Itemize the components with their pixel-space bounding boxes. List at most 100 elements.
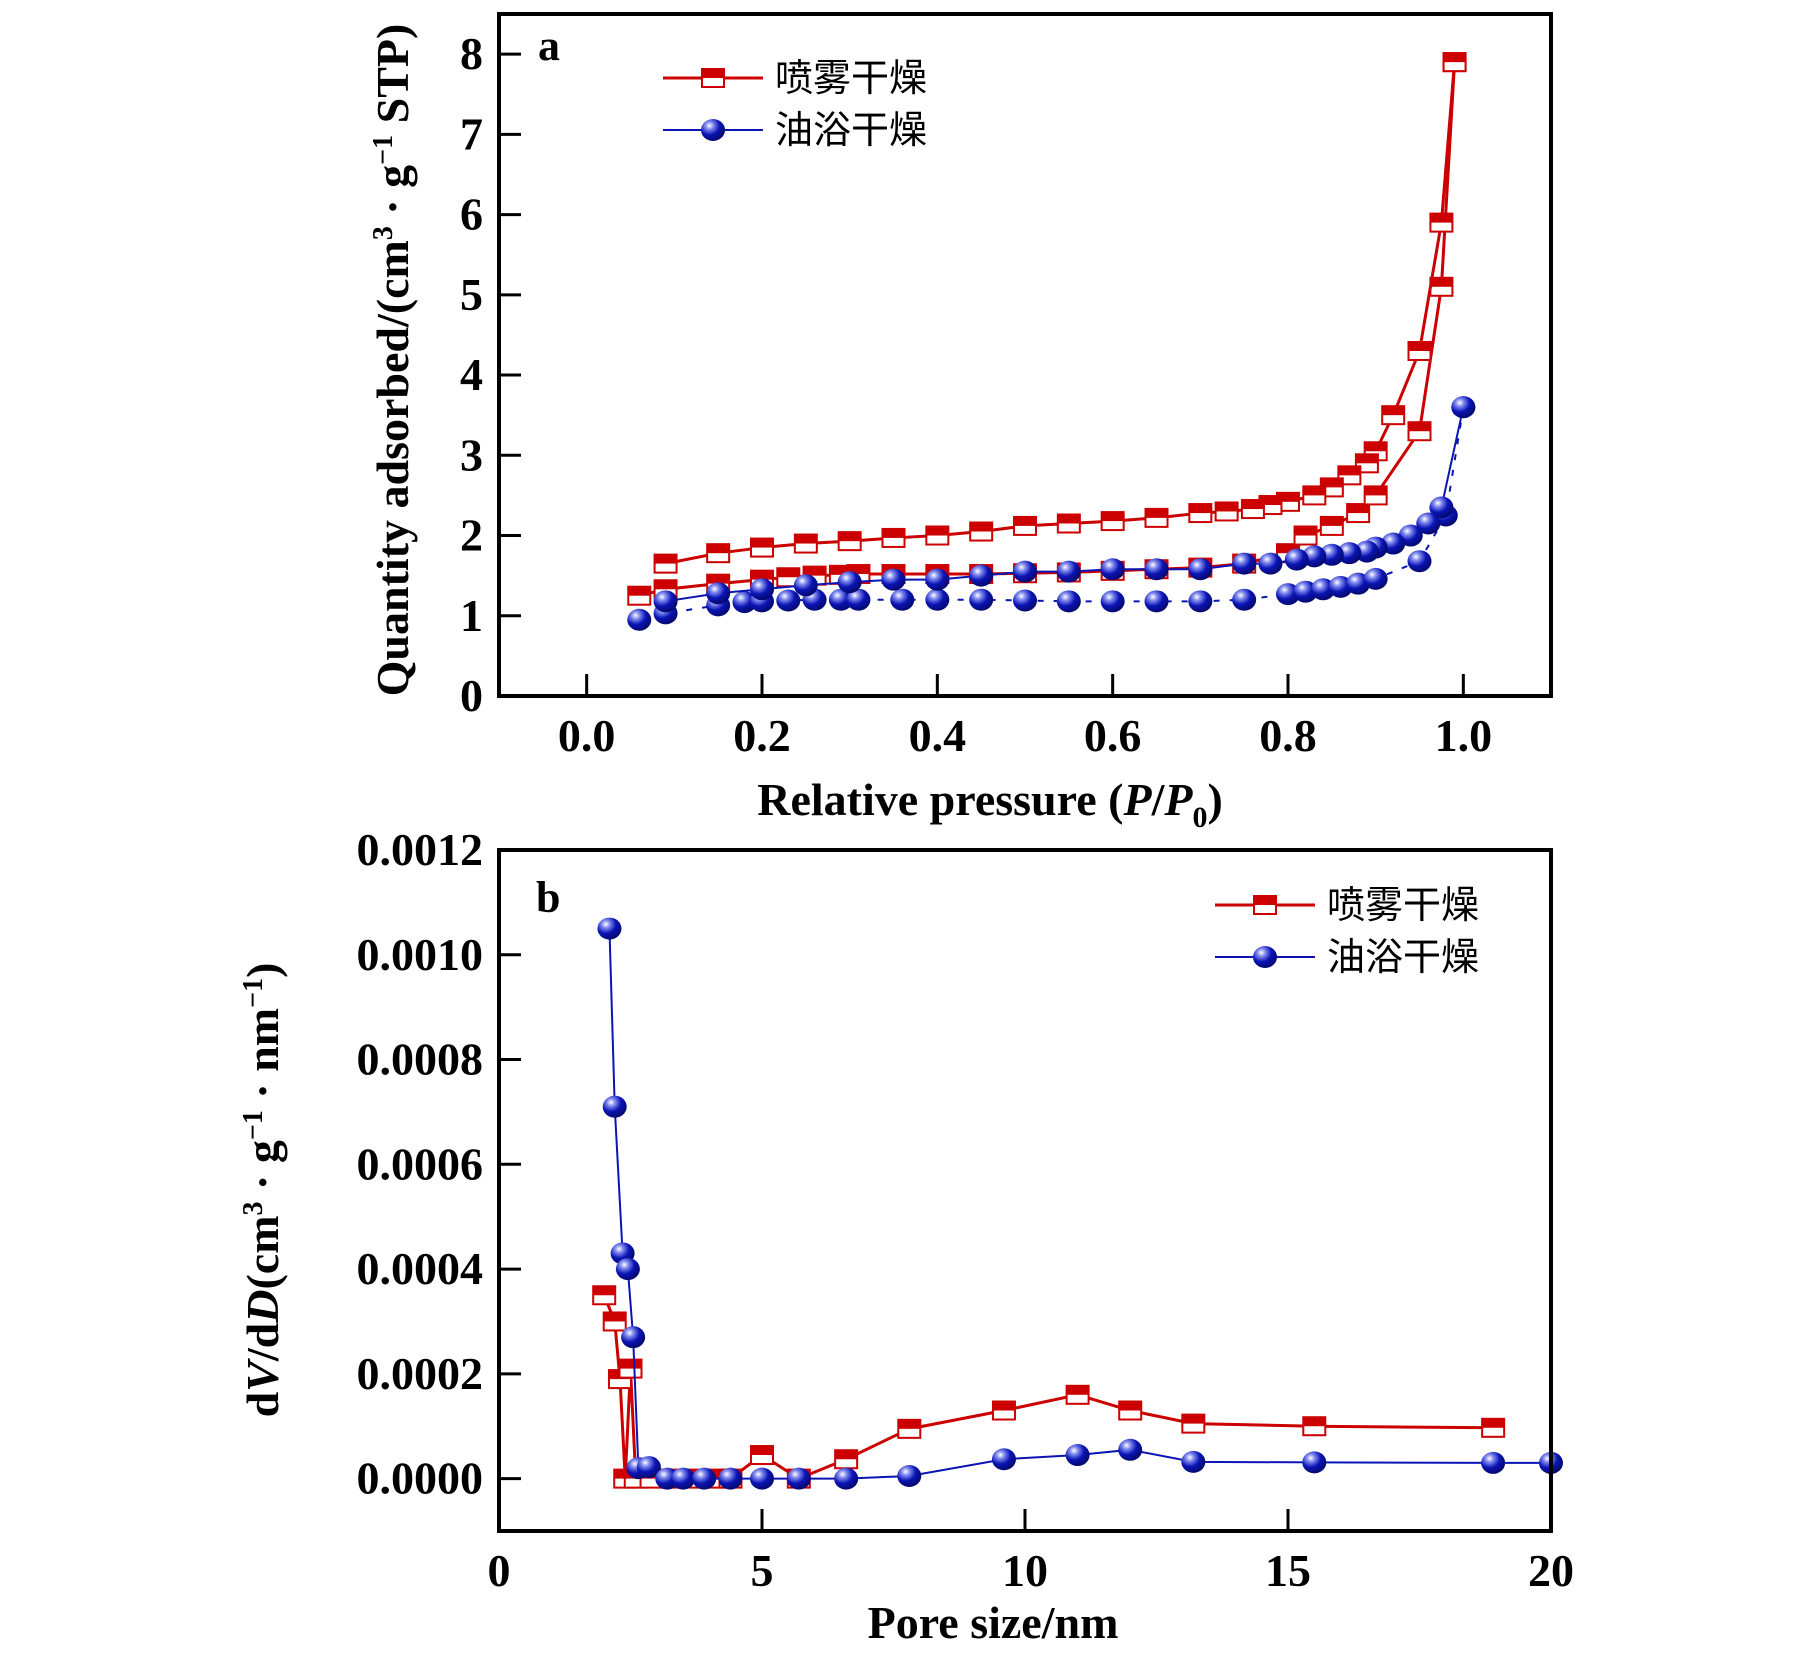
panel-b-point-sphere [1302,1451,1327,1474]
panel-a-point-square [1100,511,1125,532]
legend-item-1: 油浴干燥 [663,108,927,152]
panel-a-point-square [1407,421,1432,442]
panel-a-point-square [1442,52,1467,73]
panel-a-point-square [837,531,862,552]
panel-b-point-sphere [636,1456,661,1479]
panel-a-point-sphere [1311,578,1336,601]
panel-a-point-square [1240,499,1265,520]
panel-a-point-sphere [1416,512,1441,535]
panel-b-point-square [991,1400,1016,1421]
panel-a-point-sphere [925,588,950,611]
panel-a-x-ticks: 0.0 0.2 0.4 0.6 0.8 1.0 [558,674,1492,761]
y-tick-label: 0.0002 [357,1348,484,1399]
y-tick-label: 0.0006 [357,1138,484,1189]
panel-a-point-sphere [627,608,652,631]
legend-label: 油浴干燥 [775,108,927,152]
panel-a-point-square [750,537,774,558]
panel-b-point-sphere [671,1467,696,1490]
panel-b-point-square [592,1285,617,1306]
panel-b-y-axis-title: dV/dD(cm3 · g−1 · nm−1) [237,963,288,1418]
legend-item-1: 油浴干燥 [1215,935,1479,979]
panel-b-point-sphere [1181,1450,1206,1473]
panel-b-point-square [1065,1384,1090,1405]
panel-a-point-sphere [1319,543,1344,566]
y-tick-label: 0.0000 [357,1453,484,1504]
panel-b-y-ticks: 0.0000 0.0002 0.0004 0.0006 0.0008 0.0010 0.00… [357,824,521,1504]
panel-b-point-sphere [692,1467,717,1490]
panel-a-point-sphere [1188,558,1213,581]
legend-sphere-marker [701,119,725,141]
panel-a-point-sphere [1232,588,1257,611]
panel-b-point-sphere [602,1095,627,1118]
legend-label: 喷雾干燥 [775,56,927,100]
panel-b-point-square [1118,1400,1143,1421]
panel-b-point-sphere [1481,1451,1506,1474]
panel-b-point-sphere [1065,1444,1090,1467]
panel-a-point-sphere [1100,590,1125,613]
x-tick-label: 0.6 [1084,710,1142,761]
x-tick-label: 15 [1265,1545,1311,1596]
panel-b-point-sphere [834,1467,859,1490]
x-tick-label: 0.2 [733,710,791,761]
panel-a-point-sphere [653,590,678,613]
x-tick-label: 1.0 [1435,710,1493,761]
panel-b-point-sphere [615,1258,640,1281]
legend-sphere-marker [1253,946,1277,968]
panel-a-point-sphere [846,588,871,611]
legend-square-marker [701,68,725,88]
panel-a-point-sphere [925,568,950,591]
panel-b-letter: b [536,873,560,922]
panel-a-point-sphere [1258,552,1283,575]
panel-a-point-sphere [1056,590,1081,613]
panel-b: 0 5 10 15 20 0.00000.00020.00040.00060.00080… [237,824,1574,1648]
panel-a-point-square [1429,276,1454,297]
panel-b-point-sphere [597,917,622,940]
panel-a-point-square [1302,485,1327,506]
panel-a-point-square [653,553,678,574]
panel-a-frame [497,12,1553,698]
panel-b-point-sphere [750,1467,774,1490]
y-tick-label: 6 [460,189,483,240]
x-tick-label: 5 [751,1545,774,1596]
legend-item-0: 喷雾干燥 [663,56,927,100]
panel-a-point-sphere [1144,590,1169,613]
y-tick-label: 4 [460,349,483,400]
x-tick-label: 20 [1528,1545,1574,1596]
panel-a-point-sphere [776,589,801,612]
panel-a-point-sphere [837,571,862,594]
panel-a-point-sphere [881,568,906,591]
panel-b-x-ticks: 0 5 10 15 20 [488,1509,1574,1596]
panel-a-series [627,52,1476,631]
panel-a-point-sphere [1284,548,1309,571]
panel-b-point-sphere [621,1326,646,1349]
panel-a-point-sphere [1337,542,1362,565]
panel-b-x-axis-title: Pore size/nm [868,1597,1119,1648]
panel-a-point-square [1319,515,1344,536]
panel-a-point-sphere [1188,590,1213,613]
panel-b-point-sphere [718,1467,743,1490]
y-tick-label: 8 [460,28,483,79]
panel-a-point-sphere [1013,560,1037,583]
panel-a-point-sphere [1056,560,1081,583]
panel-a-point-square [1144,507,1169,528]
x-tick-label: 0 [488,1545,511,1596]
panel-a-point-sphere [1293,580,1318,603]
panel-a-point-square [1429,212,1454,233]
panel-b-point-square [750,1445,774,1466]
panel-a-point-sphere [1100,558,1125,581]
panel-a-line-0 [638,62,1457,598]
panel-a-point-sphere [732,591,757,614]
panel-b-point-square [1302,1416,1327,1437]
panel-a-point-square [706,543,731,564]
panel-a-point-square [1188,503,1213,524]
panel-b-point-square [602,1311,627,1332]
panel-a-point-sphere [969,564,994,587]
y-tick-label: 0.0010 [357,929,484,980]
y-tick-label: 0.0008 [357,1034,484,1085]
y-tick-label: 5 [460,269,483,320]
panel-a-point-square [1363,485,1388,506]
panel-a-y-ticks: 0 1 2 3 4 5 6 7 8 [460,28,521,721]
